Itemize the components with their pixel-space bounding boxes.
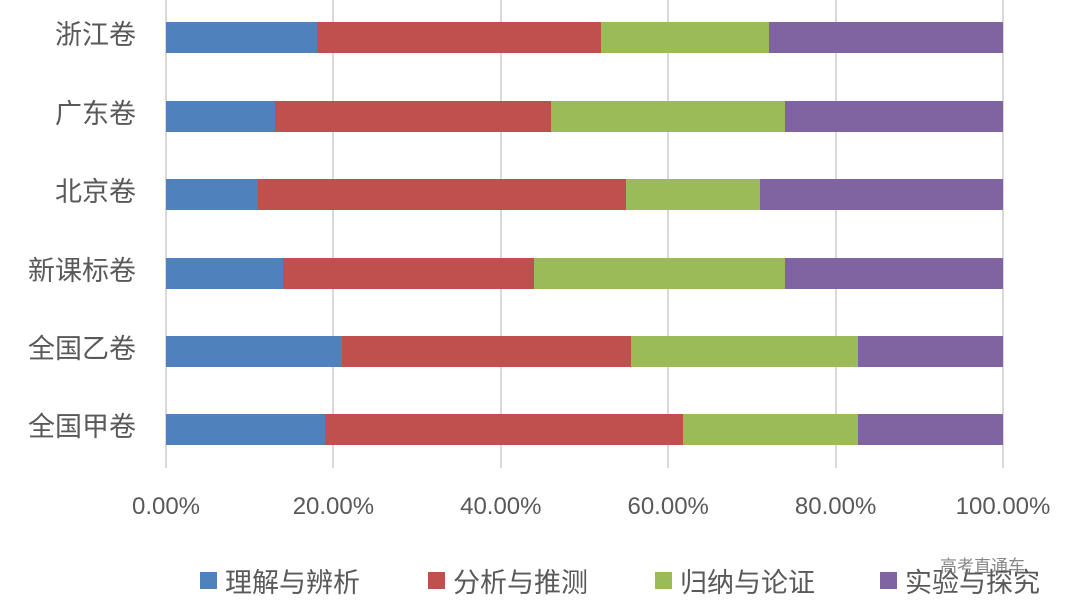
gridline — [834, 0, 837, 468]
bar-segment — [768, 22, 1003, 53]
bar-segment — [551, 101, 786, 132]
bar-segment — [274, 101, 551, 132]
tick-label: 80.00% — [794, 493, 877, 520]
watermark: 高考直通车 — [940, 557, 1025, 577]
category-label: 浙江卷 — [55, 20, 136, 51]
bar-segment — [166, 336, 342, 367]
legend-swatch-icon — [428, 571, 445, 589]
bar-segment — [534, 258, 786, 289]
category-label: 全国乙卷 — [28, 334, 136, 365]
category-label: 广东卷 — [55, 99, 136, 130]
category-label: 新课标卷 — [28, 256, 136, 287]
gridline — [1002, 0, 1004, 468]
legend-swatch-icon — [655, 571, 672, 589]
legend-label: 实验与探究 — [905, 567, 1040, 599]
category-label: 北京卷 — [55, 177, 136, 208]
bar-segment — [626, 179, 761, 210]
category-label: 全国甲卷 — [28, 412, 136, 443]
legend-item: 实验与探究 — [880, 560, 1040, 600]
bar-0 — [166, 22, 1003, 53]
bar-segment — [258, 179, 627, 210]
bar-segment — [785, 101, 1003, 132]
gridline — [165, 0, 167, 468]
bar-segment — [341, 336, 632, 367]
gridline — [667, 0, 670, 468]
tick-label: 0.00% — [131, 493, 201, 520]
bar-4 — [166, 336, 1003, 367]
bar-segment — [166, 101, 275, 132]
legend-item: 理解与辨析 — [200, 560, 360, 600]
legend-item: 分析与推测 — [428, 560, 588, 600]
bar-segment — [166, 258, 284, 289]
bar-segment — [631, 336, 859, 367]
bar-segment — [858, 414, 1003, 445]
tick-label: 20.00% — [292, 493, 375, 520]
bar-segment — [283, 258, 535, 289]
bar-2 — [166, 179, 1003, 210]
legend-label: 理解与辨析 — [225, 567, 360, 599]
bar-segment — [316, 22, 602, 53]
bar-segment — [325, 414, 684, 445]
bar-1 — [166, 101, 1003, 132]
bar-segment — [858, 336, 1003, 367]
bar-3 — [166, 258, 1003, 289]
gridline — [499, 0, 502, 468]
tick-label: 60.00% — [627, 493, 709, 520]
bar-segment — [760, 179, 1003, 210]
bar-segment — [785, 258, 1003, 289]
legend-label: 归纳与论证 — [680, 567, 815, 599]
bar-segment — [166, 414, 326, 445]
tick-label: 100.00% — [955, 493, 1051, 520]
legend: 理解与辨析 分析与推测 归纳与论证 实验与探究 — [0, 560, 1080, 600]
bar-segment — [601, 22, 769, 53]
bar-segment — [166, 22, 317, 53]
plot-area — [165, 0, 1004, 468]
tick-label: 40.00% — [460, 493, 542, 520]
bar-segment — [166, 179, 259, 210]
bar-segment — [683, 414, 859, 445]
legend-item: 归纳与论证 — [655, 560, 815, 600]
gridline — [332, 0, 335, 468]
legend-swatch-icon — [200, 571, 217, 589]
legend-label: 分析与推测 — [453, 567, 588, 599]
bar-5 — [166, 414, 1003, 445]
legend-swatch-icon — [880, 571, 897, 589]
